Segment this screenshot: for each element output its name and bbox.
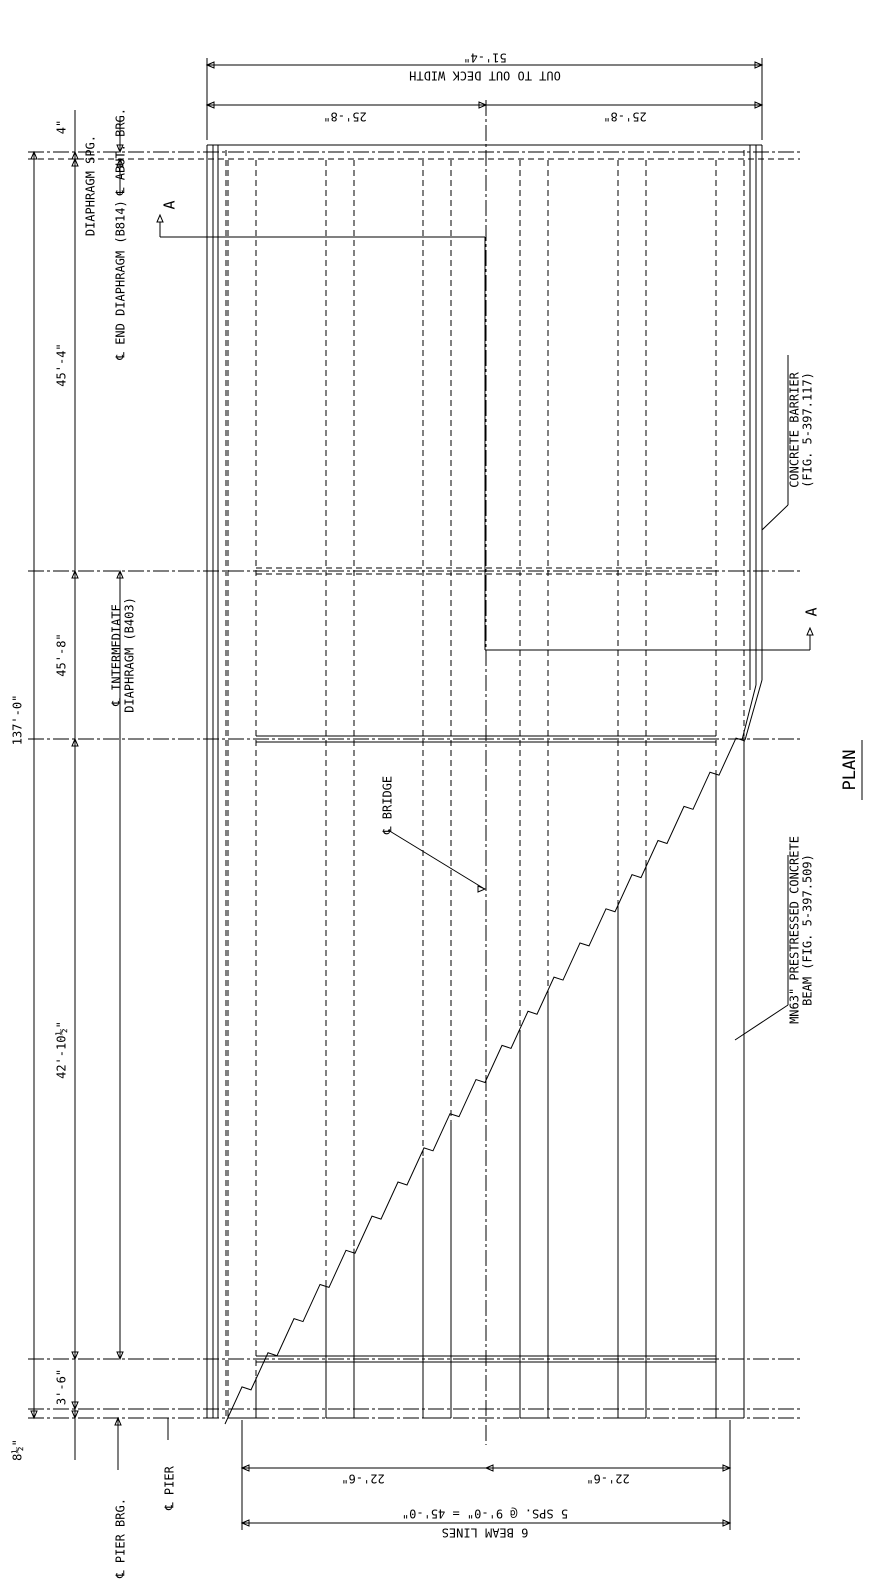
arrowhead: [807, 628, 813, 635]
label: ℄ BRIDGE: [381, 776, 395, 835]
label: ℄ PIER BRG.: [114, 1498, 128, 1579]
drawing: 137'-0" 4" 45'-4" 45'-8" 42'-10½" 3'-6" …: [0, 0, 880, 1581]
section-mark: A: [803, 607, 821, 616]
leader: [762, 505, 788, 530]
dim: 22'-6": [341, 1472, 384, 1486]
dim: 3'-6": [55, 1369, 69, 1405]
label: MN63" PRESTRESSED CONCRETE: [788, 836, 802, 1024]
label: ℄ INTERMEDIATE: [110, 604, 124, 707]
dim: 22'-6": [586, 1472, 629, 1486]
dim: 6 BEAM LINES: [442, 1526, 529, 1540]
label: BEAM (FIG. 5-397.509): [801, 854, 815, 1006]
section-mark: A: [161, 200, 179, 209]
arrowhead: [157, 215, 163, 222]
dim: 45'-4": [55, 343, 69, 386]
dim: 4": [55, 120, 69, 134]
dim: 25'-8": [323, 110, 366, 124]
dim: 5 SPS. @ 9'-0" = 45'-0": [402, 1507, 568, 1521]
page: 137'-0" 4" 45'-4" 45'-8" 42'-10½" 3'-6" …: [0, 0, 880, 1581]
deck-width-label: OUT TO OUT DECK WIDTH: [409, 69, 561, 83]
view-title: PLAN: [840, 750, 860, 791]
label: (FIG. 5-397.117): [801, 372, 815, 488]
label: CONCRETE BARRIER: [788, 371, 802, 487]
leader: [735, 1005, 788, 1040]
dim: 25'-8": [603, 110, 646, 124]
dim: 45'-8": [55, 633, 69, 676]
deck-width: 51'-4": [463, 51, 506, 65]
leader: [388, 830, 483, 888]
deck-edge: [745, 680, 762, 740]
label: ℄ END DIAPHRAGM (B814): [114, 200, 128, 360]
label: DIAPHRAGM SPG.: [84, 135, 98, 236]
label: ℄ ABUT. BRG.: [114, 108, 128, 196]
break-line: [225, 738, 745, 1424]
overall-length: 137'-0": [11, 695, 25, 746]
dim: 42'-10½": [55, 1021, 69, 1079]
label: DIAPHRAGM (B403): [123, 597, 137, 713]
label: ℄ PIER: [163, 1465, 177, 1511]
dim: 8½": [11, 1439, 25, 1461]
